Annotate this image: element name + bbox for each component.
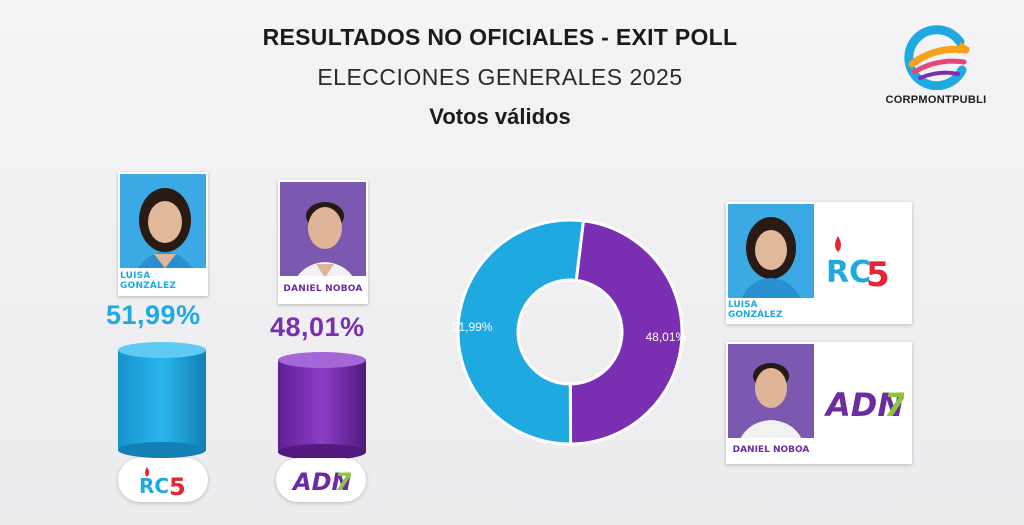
cylinder-bar-noboa: [278, 352, 366, 460]
brand: CORPMONTPUBLI: [876, 24, 996, 106]
svg-text:5: 5: [169, 473, 186, 497]
legend-card-gonzalez: LUISA GONZÁLEZ RC 5: [726, 202, 912, 324]
svg-text:RC: RC: [826, 255, 871, 290]
rc5-logo-icon: RC 5: [139, 467, 186, 497]
page-subtitle: ELECCIONES GENERALES 2025: [317, 64, 683, 90]
donut-data-label-noboa: 48,01%: [645, 330, 686, 344]
party-badge-rc5: RC 5: [118, 458, 208, 502]
donut-chart: 48,01% 51,99%: [452, 218, 687, 446]
legend-card-noboa: DANIEL NOBOA ADN 7: [726, 342, 912, 464]
donut-slice-gonzalez: [456, 218, 586, 446]
svg-text:7: 7: [335, 468, 351, 495]
legend-photo-noboa: DANIEL NOBOA: [728, 344, 814, 462]
candidate-photo-gonzalez: LUISA GONZÁLEZ: [118, 172, 208, 296]
svg-text:RC: RC: [139, 474, 169, 497]
cylinder-bar-gonzalez: [118, 342, 206, 458]
donut-data-label-gonzalez: 51,99%: [452, 320, 493, 334]
candidate-name: LUISA GONZÁLEZ: [120, 268, 206, 294]
legend-name: LUISA GONZÁLEZ: [728, 298, 814, 322]
svg-text:ADN: ADN: [291, 468, 351, 495]
svg-text:7: 7: [884, 386, 904, 424]
svg-text:ADN: ADN: [824, 386, 904, 424]
brand-name: CORPMONTPUBLI: [885, 94, 987, 106]
corpmontpubli-logo-icon: [904, 25, 970, 90]
candidate-name: DANIEL NOBOA: [280, 276, 366, 302]
adn7-logo-icon: ADN 7: [291, 468, 351, 495]
svg-text:5: 5: [866, 255, 890, 294]
candidate-photo-noboa: DANIEL NOBOA: [278, 180, 368, 304]
donut-slice-noboa: [568, 219, 684, 446]
legend-photo-gonzalez: LUISA GONZÁLEZ: [728, 204, 814, 322]
legend-name: DANIEL NOBOA: [728, 438, 814, 462]
party-badge-adn7: ADN 7: [276, 458, 366, 502]
adn7-logo-icon: ADN 7: [824, 386, 904, 424]
rc5-logo-icon: RC 5: [826, 236, 890, 294]
percent-label-gonzalez: 51,99%: [106, 300, 201, 330]
chart-title: Votos válidos: [429, 104, 571, 129]
percent-label-noboa: 48,01%: [270, 312, 365, 342]
page-title: RESULTADOS NO OFICIALES - EXIT POLL: [262, 24, 738, 50]
